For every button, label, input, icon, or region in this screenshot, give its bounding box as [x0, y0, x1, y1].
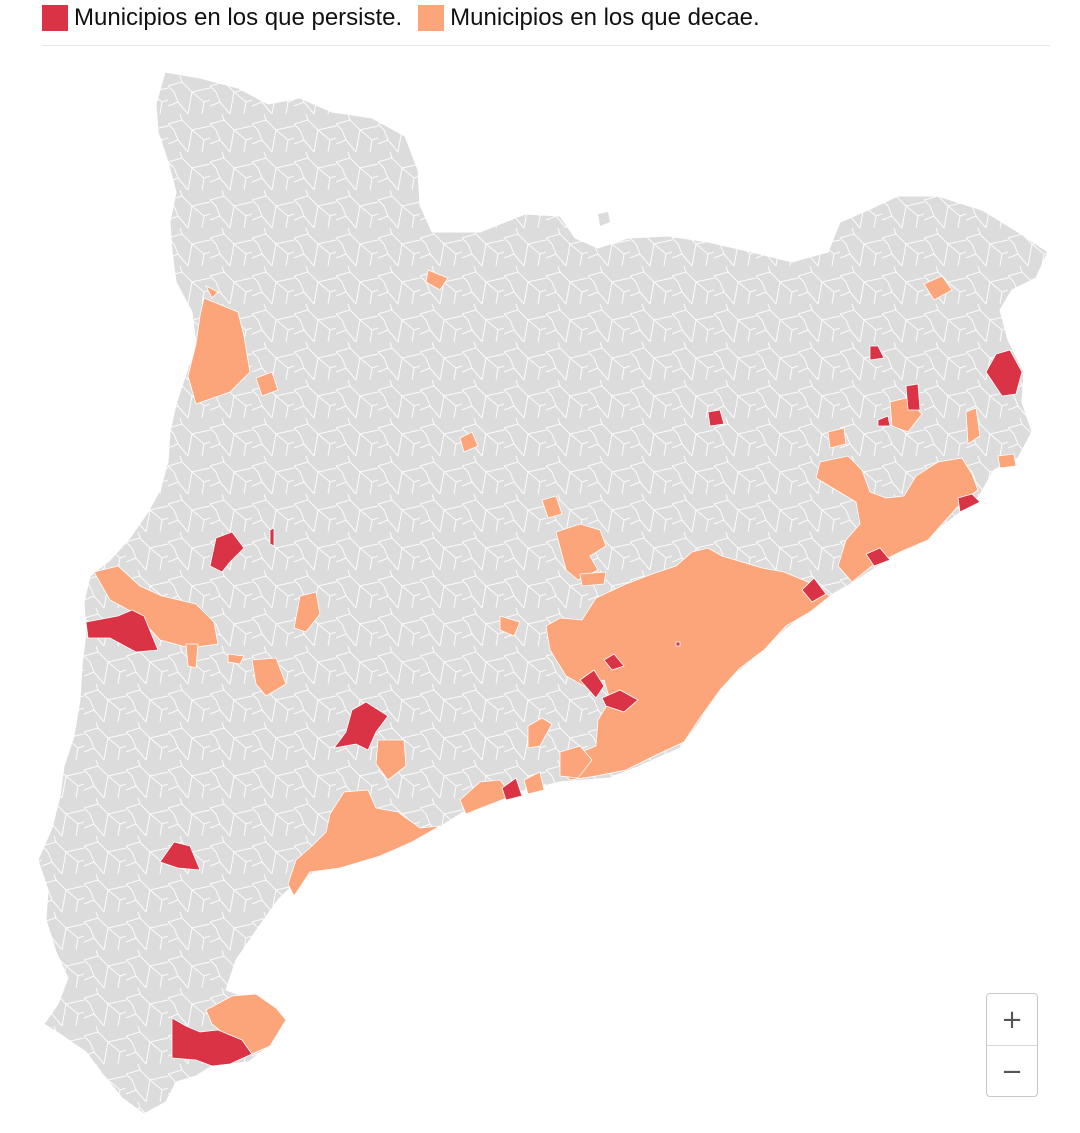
muni-decae-west-3[interactable] [205, 285, 219, 299]
muni-persiste-west-1[interactable] [85, 609, 159, 653]
muni-decae-west-7[interactable] [227, 653, 245, 665]
muni-persiste-barcelona-1[interactable] [603, 653, 625, 671]
muni-persiste-center-1[interactable] [333, 701, 389, 751]
zoom-control: + − [986, 993, 1038, 1097]
muni-decae-tarragona[interactable] [287, 789, 441, 897]
muni-decae-center-2[interactable] [527, 717, 553, 749]
muni-decae-west-5[interactable] [293, 591, 321, 633]
muni-persiste-girona-6[interactable] [865, 547, 891, 567]
zoom-out-button[interactable]: − [1001, 1056, 1023, 1087]
muni-persiste-center-3[interactable] [675, 641, 681, 647]
muni-decae-south-1[interactable] [375, 739, 407, 781]
legend-label-persists: Municipios en los que persiste. [74, 4, 403, 31]
muni-persiste-barcelona-2[interactable] [579, 669, 605, 699]
muni-decae-center-4[interactable] [541, 495, 563, 519]
muni-persiste-coast-2[interactable] [501, 777, 523, 801]
muni-persiste-coast-1[interactable] [801, 577, 827, 603]
muni-decae-girona-5[interactable] [923, 275, 953, 301]
legend-item-declines: Municipios en los que decae. [418, 4, 760, 32]
muni-persiste-south-1[interactable] [159, 841, 201, 871]
muni-decae-barcelona[interactable] [545, 547, 831, 781]
muni-decae-west-1[interactable] [187, 297, 251, 405]
muni-decae-west-8[interactable] [185, 643, 199, 669]
muni-decae-west-6[interactable] [251, 657, 287, 697]
muni-decae-center-1[interactable] [459, 431, 479, 453]
municipality-boundaries [38, 72, 1048, 1114]
coastal-islet [598, 212, 610, 226]
muni-persiste-girona-2[interactable] [905, 383, 921, 411]
muni-decae-girona-1[interactable] [815, 455, 979, 583]
muni-decae-north-1[interactable] [425, 269, 449, 291]
legend-swatch-persists [42, 5, 68, 31]
legend-item-persists: Municipios en los que persiste. [42, 4, 402, 32]
muni-decae-girona-2[interactable] [827, 427, 847, 449]
muni-decae-coast-3[interactable] [559, 745, 593, 779]
muni-decae-center-6[interactable] [579, 571, 607, 587]
legend-label-declines: Municipios en los que decae. [450, 4, 760, 31]
muni-persiste-girona-3[interactable] [877, 415, 891, 427]
muni-decae-center-3[interactable] [499, 615, 521, 637]
muni-persiste-girona-4[interactable] [985, 349, 1023, 397]
muni-persiste-barcelona-3[interactable] [601, 689, 639, 713]
muni-persiste-west-2[interactable] [209, 531, 245, 573]
muni-persiste-girona-1[interactable] [869, 345, 885, 361]
declining-municipalities [93, 269, 1017, 1055]
zoom-in-button[interactable]: + [987, 994, 1037, 1046]
muni-persiste-girona-5[interactable] [957, 493, 981, 513]
map-legend: Municipios en los que persiste. Municipi… [42, 2, 776, 34]
muni-decae-center-5[interactable] [555, 523, 607, 581]
legend-divider [42, 45, 1050, 46]
persisting-municipalities [85, 345, 1023, 1067]
muni-decae-west-2[interactable] [255, 371, 279, 397]
muni-persiste-center-2[interactable] [707, 409, 725, 427]
legend-swatch-declines [418, 5, 445, 31]
muni-decae-coast-2[interactable] [523, 771, 545, 795]
muni-persiste-west-3[interactable] [269, 527, 275, 547]
muni-decae-girona-4[interactable] [965, 407, 981, 445]
muni-persiste-delta[interactable] [171, 1017, 253, 1067]
muni-decae-girona-6[interactable] [997, 453, 1017, 469]
